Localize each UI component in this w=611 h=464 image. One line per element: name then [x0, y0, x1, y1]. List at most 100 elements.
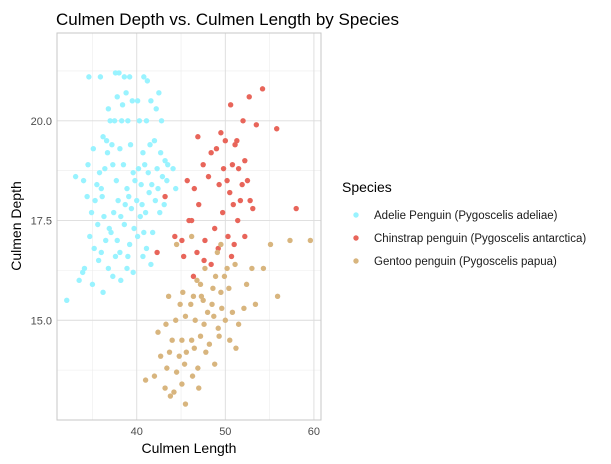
data-point — [159, 173, 166, 180]
data-point — [122, 201, 128, 208]
data-point — [173, 241, 180, 248]
data-point — [128, 205, 135, 212]
data-point — [200, 161, 206, 168]
data-point — [142, 161, 148, 168]
data-point — [222, 317, 229, 323]
data-point — [181, 361, 188, 367]
data-point — [158, 118, 165, 124]
data-point — [173, 369, 180, 375]
data-point — [200, 297, 206, 304]
data-point — [190, 273, 197, 280]
data-point — [169, 337, 175, 343]
data-point — [94, 181, 100, 188]
data-point — [140, 149, 146, 156]
data-point — [163, 321, 169, 327]
data-point — [117, 249, 123, 256]
data-point — [118, 213, 124, 220]
data-point — [125, 253, 131, 260]
data-point — [107, 118, 113, 124]
data-point — [123, 90, 129, 96]
data-point — [171, 389, 177, 395]
data-point — [146, 189, 152, 196]
chart-title: Culmen Depth vs. Culmen Length by Specie… — [56, 10, 399, 29]
data-point — [211, 225, 218, 232]
data-point — [244, 177, 251, 184]
data-point — [214, 249, 221, 256]
data-point — [167, 393, 174, 399]
data-point — [157, 149, 164, 156]
data-point — [156, 90, 162, 96]
data-point — [162, 157, 168, 164]
data-point — [131, 225, 137, 232]
data-point — [100, 289, 106, 296]
data-point — [102, 165, 108, 172]
data-point — [130, 169, 136, 176]
data-point — [196, 201, 202, 208]
data-point — [166, 349, 173, 355]
data-point — [64, 297, 70, 304]
data-point — [144, 78, 151, 84]
legend-label: Chinstrap penguin (Pygoscelis antarctica… — [374, 233, 586, 245]
x-tick-label: 40 — [131, 426, 143, 438]
data-point — [190, 293, 197, 300]
data-point — [201, 321, 207, 327]
series-2 — [154, 86, 299, 280]
data-point — [116, 70, 122, 76]
data-point — [246, 94, 252, 100]
data-point — [120, 161, 127, 168]
data-point — [189, 373, 196, 379]
data-point — [126, 241, 133, 248]
data-point — [202, 265, 208, 272]
data-point — [110, 209, 117, 216]
data-point — [98, 249, 104, 256]
data-point — [143, 118, 150, 124]
data-point — [229, 309, 236, 315]
data-point — [231, 241, 237, 248]
data-point — [172, 233, 178, 240]
data-point — [127, 142, 134, 148]
data-point — [136, 118, 143, 124]
data-point — [237, 197, 244, 204]
panel-border — [56, 32, 322, 421]
data-points — [64, 70, 314, 407]
data-point — [113, 177, 120, 184]
data-point — [126, 193, 132, 200]
data-point — [219, 209, 226, 216]
data-point — [141, 229, 147, 236]
data-point — [154, 249, 160, 256]
data-point — [249, 265, 255, 272]
data-point — [112, 253, 119, 260]
legend-key — [353, 212, 359, 218]
data-point — [218, 241, 224, 248]
data-point — [241, 305, 247, 311]
data-point — [260, 265, 267, 272]
data-point — [182, 401, 189, 407]
data-point — [152, 197, 159, 204]
data-point — [98, 185, 104, 192]
data-point — [170, 165, 176, 172]
data-point — [220, 165, 227, 172]
data-point — [134, 233, 141, 240]
data-point — [183, 349, 190, 355]
data-point — [240, 118, 246, 124]
data-point — [143, 245, 150, 252]
data-point — [151, 373, 158, 379]
data-point — [153, 106, 159, 112]
data-point — [202, 237, 208, 244]
data-point — [179, 381, 185, 387]
data-point — [95, 221, 101, 228]
data-point — [97, 74, 104, 80]
data-point — [235, 321, 242, 327]
data-point — [293, 205, 299, 212]
data-point — [129, 98, 136, 104]
data-point — [229, 161, 236, 168]
data-point — [161, 201, 167, 208]
data-point — [232, 261, 238, 268]
data-point — [197, 281, 204, 288]
data-point — [267, 241, 274, 248]
data-point — [177, 301, 183, 307]
data-point — [157, 209, 163, 216]
data-point — [218, 289, 224, 296]
data-point — [205, 173, 212, 180]
